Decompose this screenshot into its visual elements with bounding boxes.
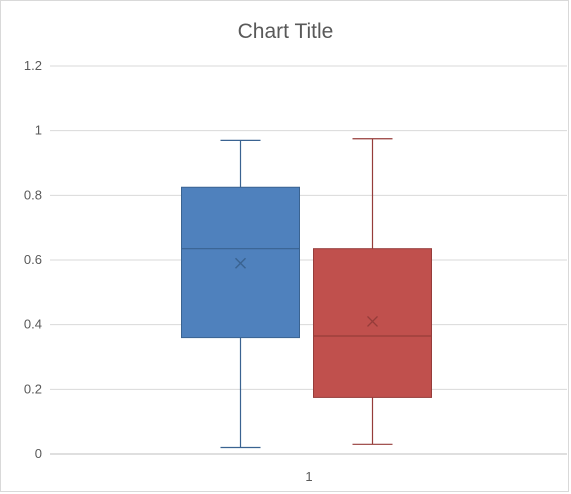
mean-marker xyxy=(367,315,378,327)
y-tick-label: 1.2 xyxy=(24,58,42,73)
y-tick-label: 0.8 xyxy=(24,187,42,202)
box-series-2 xyxy=(313,138,432,445)
y-axis-tick-labels: 0 0.2 0.4 0.6 0.8 1 1.2 xyxy=(24,58,42,461)
y-tick-label: 0 xyxy=(35,446,42,461)
x-axis: 1 xyxy=(305,469,312,484)
chart-title: Chart Title xyxy=(237,20,334,43)
y-tick-label: 0.4 xyxy=(24,317,42,332)
gridlines xyxy=(50,65,567,455)
y-tick-label: 0.6 xyxy=(24,252,42,267)
interquartile-box xyxy=(313,248,432,398)
box-series-1 xyxy=(181,139,300,449)
box-series xyxy=(181,138,432,449)
y-tick-label: 0.2 xyxy=(24,381,42,396)
y-tick-label: 1 xyxy=(35,123,42,138)
x-tick-label: 1 xyxy=(305,469,312,484)
mean-marker xyxy=(235,257,246,269)
